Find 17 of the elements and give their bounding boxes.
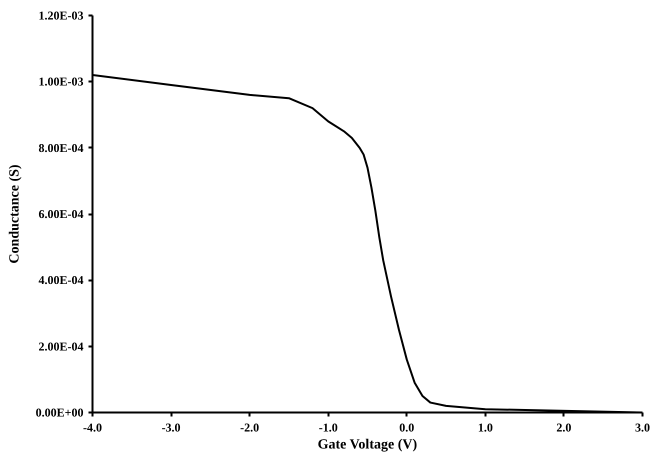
x-axis-title: Gate Voltage (V) [318, 438, 418, 452]
y-tick-label: 2.00E-04 [38, 339, 84, 354]
x-tick-label: 2.0 [556, 420, 572, 434]
y-tick-label: 8.00E-04 [38, 140, 84, 155]
y-axis-title: Conductance (S) [8, 164, 23, 264]
y-tick-label: 1.20E-03 [38, 8, 84, 22]
x-tick-label: -4.0 [83, 420, 102, 434]
y-tick-label: 1.00E-03 [38, 74, 84, 89]
x-tick-label: 0.0 [399, 420, 414, 434]
x-tick-label: 3.0 [635, 420, 650, 434]
y-tick-label: 4.00E-04 [38, 273, 84, 288]
x-tick-label: 1.0 [478, 420, 493, 434]
y-tick-label: 0.00E+00 [36, 406, 84, 420]
x-tick-label: -3.0 [162, 420, 181, 434]
x-tick-label: -1.0 [318, 420, 338, 434]
x-tick-label: -2.0 [240, 420, 260, 434]
y-tick-label: 6.00E-04 [38, 207, 84, 221]
